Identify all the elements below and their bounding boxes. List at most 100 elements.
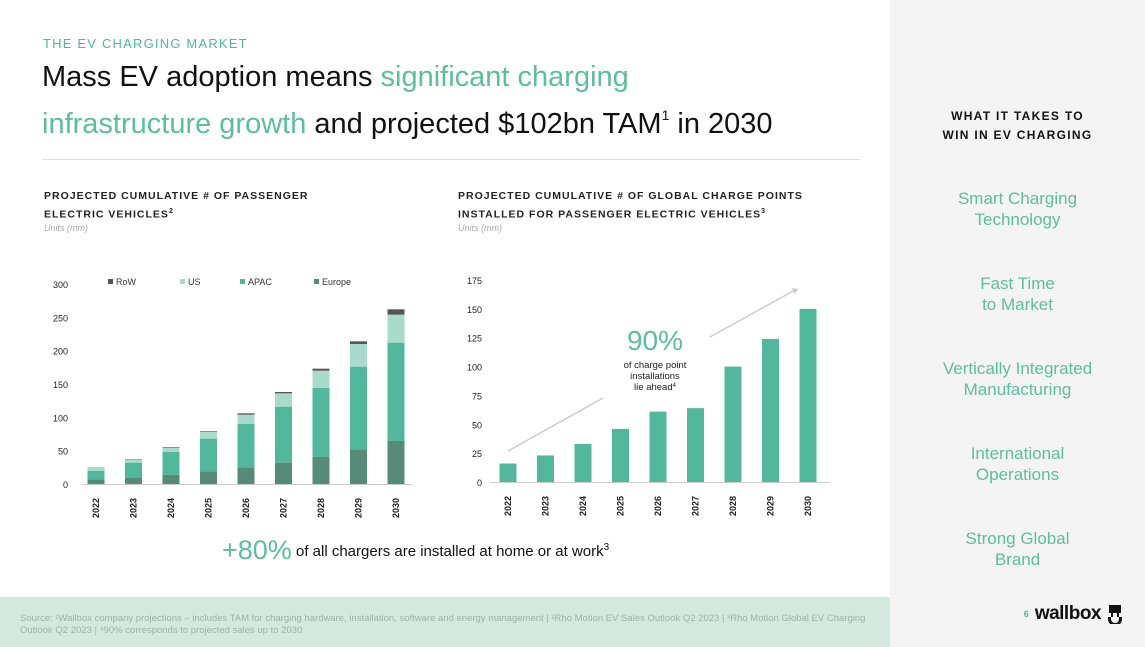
arrow-head-icon — [792, 288, 798, 294]
x-tick-label: 2025 — [204, 498, 214, 518]
bar-europe-2027 — [275, 462, 292, 484]
chart1-title: PROJECTED CUMULATIVE # OF PASSENGER ELECT… — [44, 189, 308, 223]
callout-percent: +80% — [222, 535, 292, 565]
annotation-line: installations — [630, 371, 680, 382]
x-tick-label: 2023 — [541, 496, 551, 516]
factor-l2: Operations — [975, 465, 1060, 484]
legend-label: Europe — [322, 277, 351, 287]
chart1-units: Units (mm) — [44, 222, 88, 233]
x-tick-label: 2030 — [803, 496, 813, 516]
bar-europe-2024 — [162, 474, 180, 484]
y-tick-label: 75 — [472, 391, 482, 401]
bar-us-2024 — [162, 448, 180, 452]
charge-points-bar-chart: 0 25 50 75 100 125 150 175 2022 2023 2024 2025 2026 2… — [467, 276, 830, 516]
bar-2026 — [649, 411, 667, 482]
bar-apac-2025 — [200, 438, 217, 472]
panel-heading-l1: WHAT IT TAKES TO — [951, 109, 1084, 123]
annotation-line: of charge point — [624, 360, 687, 371]
success-factor: Vertically Integrated Manufacturing — [890, 358, 1145, 400]
callout-text: of all chargers are installed at home or… — [291, 543, 604, 560]
bar-row-2029 — [350, 341, 367, 344]
bar-apac-2030 — [387, 342, 405, 441]
wallbox-wordmark: wallbox — [1034, 603, 1102, 624]
x-tick-label: 2022 — [91, 498, 101, 518]
y-tick-label: 25 — [472, 449, 482, 459]
factor-l1: Fast Time — [980, 274, 1055, 293]
x-tick-label: 2023 — [129, 498, 139, 518]
footer — [0, 597, 890, 647]
page-title: Mass EV adoption means significant charg… — [42, 58, 882, 143]
chart1-footnote: 2 — [168, 208, 174, 215]
success-factor: International Operations — [890, 443, 1145, 485]
y-tick-label: 0 — [477, 478, 482, 488]
y-tick-label: 50 — [472, 420, 482, 430]
y-tick-label: 0 — [63, 480, 68, 490]
bar-apac-2029 — [350, 366, 367, 450]
legend-swatch-apac — [240, 279, 245, 284]
annotation-percent: 90% — [627, 325, 683, 356]
bar-europe-2025 — [200, 471, 217, 484]
bar-us-2030 — [387, 314, 405, 343]
legend-label: RoW — [116, 277, 137, 287]
title-text: in 2030 — [669, 108, 773, 140]
title-footnote: 1 — [661, 107, 670, 123]
chart2-title-l2: INSTALLED FOR PASSENGER ELECTRIC VEHICLE… — [458, 208, 762, 221]
trend-line-upper — [709, 289, 796, 338]
x-tick-label: 2027 — [691, 496, 701, 516]
bar-2022 — [499, 463, 517, 482]
y-tick-label: 50 — [58, 447, 68, 457]
x-tick-label: 2026 — [241, 498, 251, 518]
bar-row-2025 — [200, 431, 217, 432]
home-work-callout: +80% of all chargers are installed at ho… — [222, 535, 609, 566]
bar-us-2027 — [275, 393, 292, 407]
y-tick-label: 175 — [467, 276, 482, 286]
success-factor: Smart Charging Technology — [890, 188, 1145, 230]
bar-row-2026 — [237, 413, 255, 415]
y-tick-label: 100 — [53, 413, 68, 423]
y-tick-label: 100 — [467, 363, 482, 373]
bar-apac-2026 — [237, 424, 255, 468]
bar-europe-2030 — [387, 440, 405, 484]
divider — [42, 159, 860, 160]
callout-footnote: 3 — [603, 542, 610, 553]
bar-2027 — [687, 408, 704, 482]
bar-row-2024 — [162, 447, 180, 448]
chart1-title-l1: PROJECTED CUMULATIVE # OF PASSENGER — [44, 190, 309, 202]
trend-line-lower — [507, 397, 604, 452]
bar-row-2027 — [275, 392, 292, 394]
title-highlight: significant charging — [380, 61, 629, 93]
ev-stacked-bar-chart: 0 50 100 150 200 250 300 2022 2023 2024 2025 2026 20… — [53, 277, 412, 518]
legend-label: APAC — [248, 277, 272, 287]
legend-swatch-europe — [314, 279, 319, 284]
chart2-footnote: 3 — [761, 208, 767, 215]
chart2-header: PROJECTED CUMULATIVE # OF GLOBAL CHARGE … — [458, 189, 803, 233]
page-number: 6 — [1023, 609, 1029, 619]
bar-apac-2028 — [312, 388, 330, 457]
bar-us-2022 — [87, 468, 105, 471]
annotation-footnote: 4 — [673, 383, 677, 389]
x-tick-label: 2030 — [391, 498, 401, 518]
bar-europe-2022 — [87, 479, 105, 484]
legend-swatch-us — [180, 279, 185, 284]
legend-label: US — [188, 277, 201, 287]
success-factor: Fast Time to Market — [890, 273, 1145, 315]
bar-row-2028 — [312, 368, 330, 371]
source-note: Source: ¹Wallbox company projections – i… — [20, 613, 866, 636]
x-tick-label: 2027 — [279, 498, 289, 518]
factor-l1: Smart Charging — [957, 189, 1078, 208]
chart2-units: Units (mm) — [458, 222, 502, 233]
bar-apac-2027 — [275, 406, 292, 463]
bar-us-2028 — [312, 370, 330, 388]
brand-logo: 6 wallbox — [1024, 603, 1123, 625]
factor-l1: Vertically Integrated — [942, 359, 1093, 378]
bar-apac-2022 — [87, 470, 105, 480]
x-tick-label: 2022 — [503, 496, 513, 516]
wallbox-plug-icon — [1108, 605, 1122, 624]
x-tick-label: 2029 — [766, 496, 776, 516]
factor-l2: to Market — [982, 295, 1053, 314]
panel-heading-l2: WIN IN EV CHARGING — [942, 128, 1093, 142]
bar-apac-2023 — [125, 462, 142, 478]
legend-swatch-row — [108, 279, 113, 284]
title-highlight: infrastructure growth — [42, 108, 307, 140]
x-tick-label: 2026 — [653, 496, 663, 516]
